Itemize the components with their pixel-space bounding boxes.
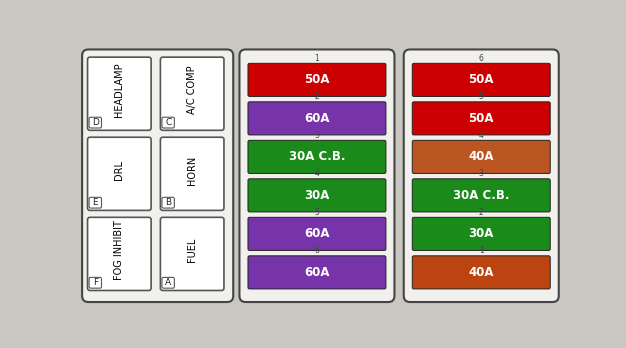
Text: 6: 6 [314,246,319,255]
FancyBboxPatch shape [248,63,386,96]
Text: 40A: 40A [468,266,494,279]
FancyBboxPatch shape [162,117,175,128]
Text: 3: 3 [479,169,484,178]
Text: 60A: 60A [304,266,330,279]
Text: 6: 6 [479,54,484,63]
FancyBboxPatch shape [248,102,386,135]
Text: A: A [165,278,172,287]
FancyBboxPatch shape [89,277,101,288]
FancyBboxPatch shape [162,277,175,288]
Text: 2: 2 [479,207,484,216]
FancyBboxPatch shape [248,217,386,251]
Text: 4: 4 [314,169,319,178]
FancyBboxPatch shape [160,57,224,130]
FancyBboxPatch shape [88,57,151,130]
FancyBboxPatch shape [160,217,224,291]
Text: 1: 1 [479,246,484,255]
FancyBboxPatch shape [162,197,175,208]
Text: 30A C.B.: 30A C.B. [453,189,510,202]
FancyBboxPatch shape [248,140,386,173]
Text: 30A: 30A [469,227,494,240]
Text: 3: 3 [314,130,319,140]
Text: 60A: 60A [304,112,330,125]
FancyBboxPatch shape [404,49,559,302]
FancyBboxPatch shape [240,49,394,302]
FancyBboxPatch shape [89,197,101,208]
Text: F: F [93,278,98,287]
Text: DRL: DRL [115,160,125,180]
FancyBboxPatch shape [413,102,550,135]
FancyBboxPatch shape [413,63,550,96]
Text: 4: 4 [479,130,484,140]
Text: 2: 2 [315,92,319,101]
FancyBboxPatch shape [89,117,101,128]
Text: 50A: 50A [468,73,494,86]
Text: B: B [165,198,172,207]
FancyBboxPatch shape [413,217,550,251]
Text: 60A: 60A [304,227,330,240]
Text: 5: 5 [314,207,319,216]
Text: 5: 5 [479,92,484,101]
Text: C: C [165,118,172,127]
Text: FOG INHIBIT: FOG INHIBIT [115,220,125,280]
FancyBboxPatch shape [88,137,151,211]
Text: HORN: HORN [187,155,197,184]
Text: A/C COMP: A/C COMP [187,65,197,114]
Text: E: E [93,198,98,207]
FancyBboxPatch shape [88,217,151,291]
Text: 30A: 30A [304,189,330,202]
FancyBboxPatch shape [413,179,550,212]
FancyBboxPatch shape [160,137,224,211]
FancyBboxPatch shape [413,140,550,173]
Text: D: D [92,118,99,127]
Text: 30A C.B.: 30A C.B. [289,150,345,163]
Text: 50A: 50A [304,73,330,86]
Text: 1: 1 [315,54,319,63]
FancyBboxPatch shape [248,179,386,212]
Text: 50A: 50A [468,112,494,125]
FancyBboxPatch shape [248,256,386,289]
Text: HEADLAMP: HEADLAMP [115,63,125,117]
Text: 40A: 40A [468,150,494,163]
FancyBboxPatch shape [82,49,233,302]
FancyBboxPatch shape [413,256,550,289]
Text: FUEL: FUEL [187,238,197,262]
